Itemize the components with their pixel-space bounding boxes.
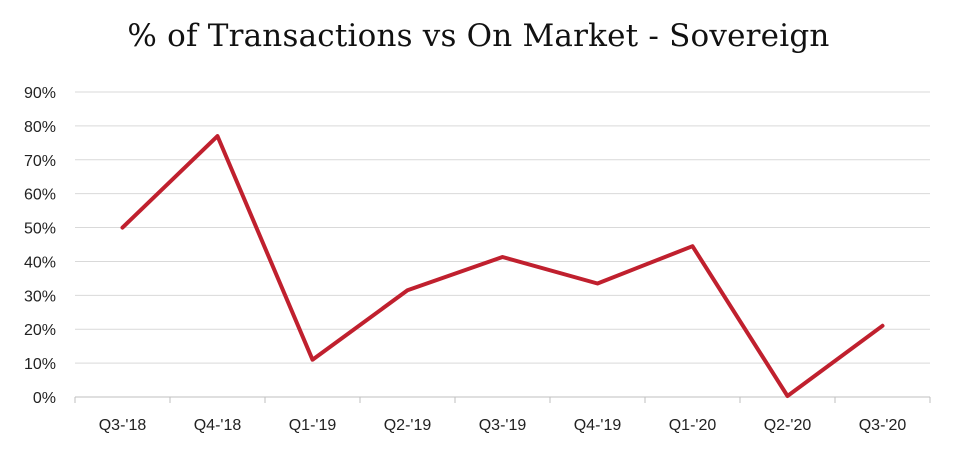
y-tick-labels: 0% 10% 20% 30% 40% 50% 60% 70% 80% 90% <box>24 85 56 407</box>
x-tick-label: Q1-'20 <box>669 417 717 434</box>
y-tick-label: 70% <box>24 153 56 170</box>
series-lines <box>120 134 885 398</box>
x-tick-label: Q2-'19 <box>384 417 432 434</box>
y-tick-label: 0% <box>33 390 56 407</box>
chart-title: % of Transactions vs On Market - Soverei… <box>127 18 830 54</box>
y-tick-label: 60% <box>24 187 56 204</box>
x-tick-label: Q1-'19 <box>289 417 337 434</box>
gridlines <box>75 91 930 364</box>
x-tick-label: Q3-'18 <box>99 417 147 434</box>
y-tick-label: 80% <box>24 119 56 136</box>
x-tick-label: Q2-'20 <box>764 417 812 434</box>
y-tick-label: 50% <box>24 221 56 238</box>
x-tick-label: Q3-'20 <box>859 417 907 434</box>
y-tick-label: 40% <box>24 254 56 271</box>
series-line <box>120 134 885 398</box>
x-tick-labels: Q3-'18 Q4-'18 Q1-'19 Q2-'19 Q3-'19 Q4-'19 Q1-'… <box>99 417 907 434</box>
x-tick-label: Q3-'19 <box>479 417 527 434</box>
x-tick-label: Q4-'18 <box>194 417 242 434</box>
y-tick-label: 30% <box>24 288 56 305</box>
x-tick-label: Q4-'19 <box>574 417 622 434</box>
y-tick-label: 90% <box>24 85 56 102</box>
y-tick-label: 10% <box>24 356 56 373</box>
x-axis <box>74 396 931 403</box>
y-tick-label: 20% <box>24 322 56 339</box>
